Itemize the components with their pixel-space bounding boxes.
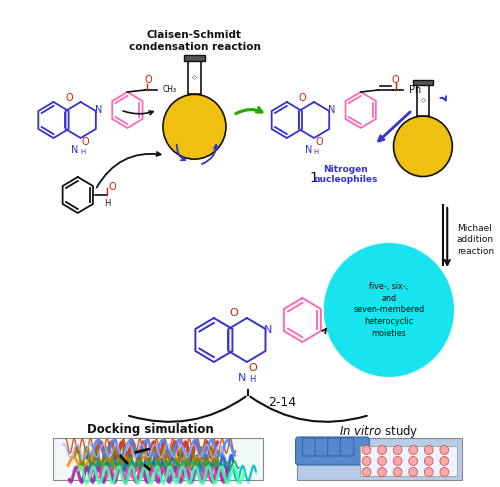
Circle shape <box>424 456 433 466</box>
Text: O: O <box>248 363 257 373</box>
Circle shape <box>440 446 448 454</box>
Text: ◇: ◇ <box>192 75 197 80</box>
Text: H: H <box>80 149 86 155</box>
Text: CH₃: CH₃ <box>162 86 176 94</box>
Text: Nitrogen
nucleophiles: Nitrogen nucleophiles <box>313 165 378 185</box>
Text: Michael
addition
reaction: Michael addition reaction <box>457 225 494 256</box>
Text: O: O <box>82 137 90 147</box>
Text: N: N <box>238 373 246 383</box>
Circle shape <box>409 446 418 454</box>
FancyBboxPatch shape <box>302 438 316 456</box>
Text: O: O <box>392 75 400 85</box>
Circle shape <box>362 446 371 454</box>
FancyBboxPatch shape <box>315 438 328 456</box>
Circle shape <box>409 468 418 476</box>
Text: O: O <box>229 308 237 318</box>
Bar <box>188 60 200 94</box>
Circle shape <box>378 468 386 476</box>
Text: H: H <box>104 199 110 207</box>
Circle shape <box>440 456 448 466</box>
Text: Docking simulation: Docking simulation <box>88 423 214 436</box>
Circle shape <box>394 456 402 466</box>
Text: Claisen-Schmidt
condensation reaction: Claisen-Schmidt condensation reaction <box>128 30 260 53</box>
Bar <box>296 438 462 480</box>
Circle shape <box>163 94 226 159</box>
Text: N: N <box>71 145 78 155</box>
FancyBboxPatch shape <box>340 438 354 456</box>
Circle shape <box>362 468 371 476</box>
Text: $\it{In\ vitro}$ study: $\it{In\ vitro}$ study <box>340 423 419 440</box>
Circle shape <box>378 446 386 454</box>
FancyBboxPatch shape <box>328 438 342 456</box>
Text: five-, six-,
and
seven-membered
heterocyclic
moieties: five-, six-, and seven-membered heterocy… <box>354 282 424 338</box>
Text: O: O <box>109 182 116 192</box>
Circle shape <box>378 456 386 466</box>
Circle shape <box>394 116 452 177</box>
Text: N: N <box>304 145 312 155</box>
Circle shape <box>394 468 402 476</box>
Circle shape <box>440 468 448 476</box>
Text: N: N <box>264 325 272 335</box>
Text: 1: 1 <box>310 171 318 185</box>
Text: H: H <box>248 375 255 385</box>
Bar <box>54 438 262 480</box>
Text: ◇: ◇ <box>420 98 426 103</box>
Text: O: O <box>145 75 152 85</box>
Text: N: N <box>328 105 335 115</box>
Bar <box>417 85 428 116</box>
FancyBboxPatch shape <box>296 437 370 465</box>
Circle shape <box>424 468 433 476</box>
Circle shape <box>394 446 402 454</box>
Circle shape <box>409 456 418 466</box>
Text: O: O <box>298 93 306 103</box>
Text: H: H <box>314 149 318 155</box>
Text: Ph: Ph <box>410 85 422 95</box>
Text: O: O <box>65 93 73 103</box>
Circle shape <box>424 446 433 454</box>
Text: N: N <box>94 105 102 115</box>
Bar <box>360 446 457 476</box>
Circle shape <box>362 456 371 466</box>
Circle shape <box>323 242 455 378</box>
Text: 2-14: 2-14 <box>268 395 296 409</box>
Bar <box>413 79 432 85</box>
Text: O: O <box>315 137 322 147</box>
Bar <box>184 55 205 60</box>
